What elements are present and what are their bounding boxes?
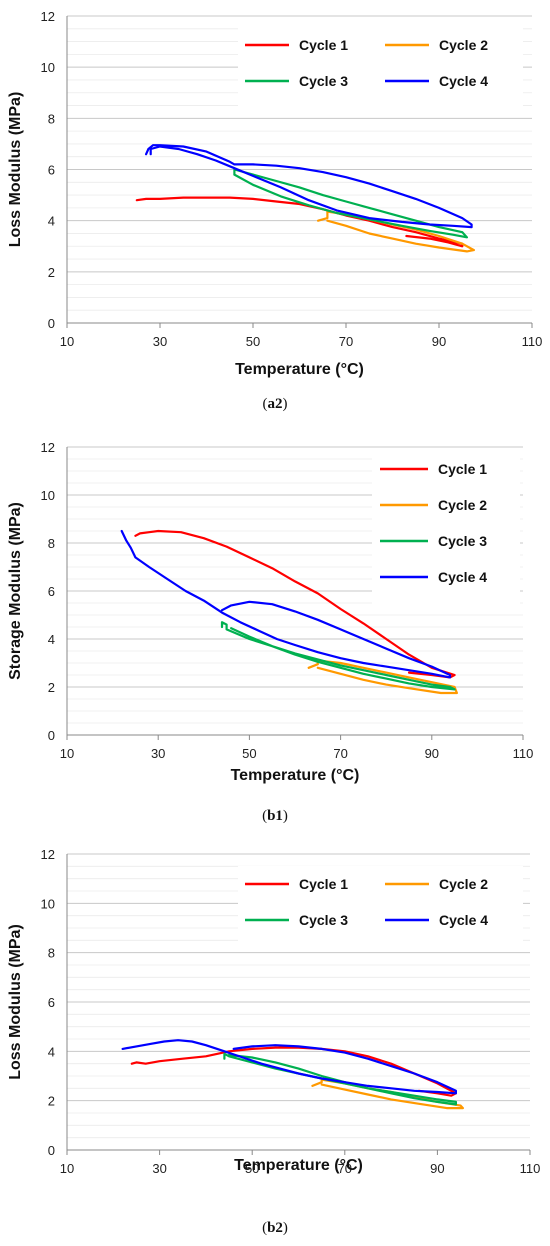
loss-modulus-chart-a2: 0 2 4 6 8 10 12 10 30 50 70 90 110 Temperature (°C) Lo…: [7, 9, 543, 412]
x-tick-label: 10: [60, 746, 74, 761]
y-tick-label: 4: [48, 214, 55, 229]
x-tick-label: 110: [513, 746, 534, 761]
series-line-cycle-4: [121, 1039, 457, 1095]
x-tick-label: 70: [339, 334, 353, 349]
y-tick-label: 8: [48, 946, 55, 961]
chart-panel-b1: 0 2 4 6 8 10 12 10 30 50 70 90 110 Temperature (°C) St…: [0, 415, 550, 830]
figure-caption: (b1): [262, 808, 288, 824]
y-tick-label: 12: [41, 9, 55, 24]
y-tick-label: 10: [41, 896, 55, 911]
series-line-cycle-1: [134, 529, 456, 679]
figure-caption: (b2): [262, 1220, 288, 1236]
y-tick-label: 0: [48, 728, 55, 743]
y-tick-label: 2: [48, 680, 55, 695]
chart-panel-b2: 0 2 4 6 8 10 12 10 30 50 70 90 110 Temperature (°C) Lo…: [0, 830, 550, 1246]
y-tick-label: 6: [48, 995, 55, 1010]
y-tick-label: 8: [48, 536, 55, 551]
legend-label: Cycle 1: [438, 461, 487, 477]
x-axis-title: Temperature (°C): [231, 767, 360, 784]
figure-caption: (a2): [263, 396, 288, 412]
y-tick-label: 8: [48, 111, 55, 126]
x-tick-label: 50: [245, 1161, 259, 1176]
y-tick-label: 12: [41, 847, 55, 862]
y-tick-label: 12: [41, 440, 55, 455]
x-tick-label: 50: [242, 746, 256, 761]
legend-label: Cycle 3: [299, 73, 348, 89]
series-line-cycle-2: [317, 210, 475, 253]
x-tick-label: 10: [60, 334, 74, 349]
legend-label: Cycle 2: [439, 876, 488, 892]
legend-label: Cycle 4: [438, 569, 487, 585]
series-line-cycle-3: [233, 168, 468, 239]
chart-panel-a2: 0 2 4 6 8 10 12 10 30 50 70 90 110 Temperature (°C) Lo…: [0, 0, 550, 415]
legend-label: Cycle 1: [299, 876, 348, 892]
x-tick-label: 50: [246, 334, 260, 349]
x-tick-label: 30: [152, 1161, 166, 1176]
y-axis-title: Loss Modulus (MPa): [7, 924, 24, 1080]
legend-label: Cycle 2: [439, 37, 488, 53]
y-tick-label: 2: [48, 265, 55, 280]
legend-label: Cycle 4: [439, 912, 488, 928]
x-tick-label: 30: [153, 334, 167, 349]
legend-label: Cycle 4: [439, 73, 488, 89]
legend-label: Cycle 3: [299, 912, 348, 928]
storage-modulus-chart-b1: 0 2 4 6 8 10 12 10 30 50 70 90 110 Temperature (°C) St…: [7, 440, 534, 824]
x-tick-label: 10: [60, 1161, 74, 1176]
legend-label: Cycle 3: [438, 533, 487, 549]
x-tick-label: 30: [151, 746, 165, 761]
legend-box: [238, 866, 523, 946]
y-tick-label: 0: [48, 1143, 55, 1158]
x-tick-label: 90: [430, 1161, 444, 1176]
loss-modulus-chart-b2: 0 2 4 6 8 10 12 10 30 50 70 90 110 Temperature (°C) Lo…: [7, 847, 541, 1236]
series-line-cycle-4: [120, 529, 452, 679]
series-line-cycle-4: [145, 144, 473, 229]
series-line-cycle-3: [223, 1052, 457, 1106]
x-tick-label: 110: [522, 334, 543, 349]
legend-label: Cycle 1: [299, 37, 348, 53]
y-tick-label: 4: [48, 1044, 55, 1059]
x-tick-label: 110: [520, 1161, 541, 1176]
x-tick-label: 90: [425, 746, 439, 761]
x-tick-label: 90: [432, 334, 446, 349]
y-tick-label: 6: [48, 584, 55, 599]
x-tick-label: 70: [338, 1161, 352, 1176]
y-tick-label: 10: [41, 60, 55, 75]
y-tick-label: 6: [48, 163, 55, 178]
y-tick-label: 10: [41, 488, 55, 503]
x-axis-title: Temperature (°C): [234, 1157, 363, 1174]
legend-box: [372, 451, 520, 611]
y-axis-title: Loss Modulus (MPa): [7, 92, 24, 248]
legend-box: [238, 28, 523, 108]
y-tick-label: 4: [48, 632, 55, 647]
series-line-cycle-3: [220, 621, 456, 691]
legend-label: Cycle 2: [438, 497, 487, 513]
y-tick-label: 0: [48, 316, 55, 331]
y-tick-label: 2: [48, 1094, 55, 1109]
x-axis-title: Temperature (°C): [235, 361, 364, 378]
x-tick-label: 70: [333, 746, 347, 761]
y-axis-title: Storage Modulus (MPa): [7, 502, 24, 680]
